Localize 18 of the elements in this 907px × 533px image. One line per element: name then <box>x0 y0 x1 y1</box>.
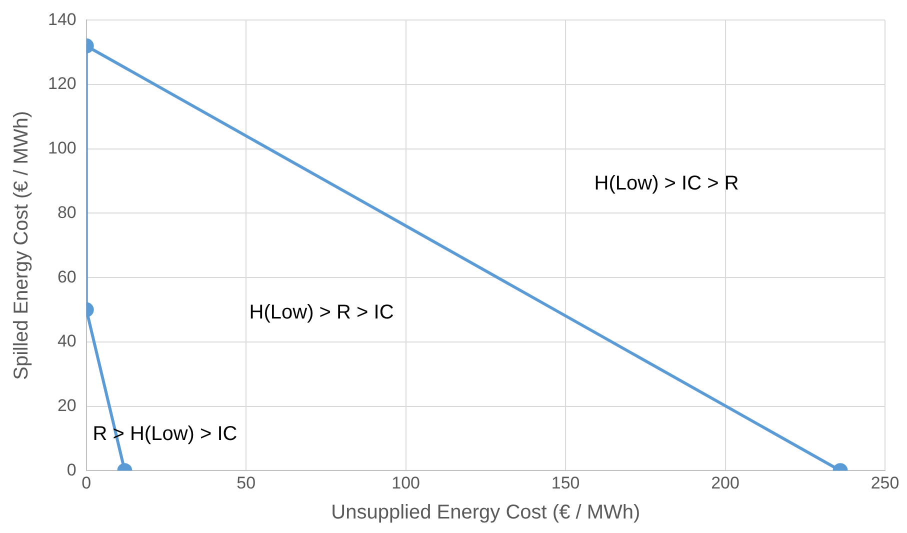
x-axis-title: Unsupplied Energy Cost (€ / MWh) <box>331 502 640 524</box>
y-tick-label: 20 <box>57 396 76 415</box>
y-tick-label: 80 <box>57 202 76 222</box>
annotation: H(Low) > R > IC <box>249 301 394 324</box>
y-tick-label: 120 <box>48 74 76 94</box>
annotation: H(Low) > IC > R <box>594 172 739 195</box>
x-tick-label: 0 <box>82 473 92 492</box>
x-tick-label: 200 <box>711 473 740 492</box>
y-axis-title: Spilled Energy Cost (€ / MWh) <box>10 110 33 380</box>
y-tick-label: 60 <box>57 267 76 286</box>
y-tick-label: 140 <box>48 10 76 29</box>
y-tick-label: 100 <box>48 138 76 158</box>
y-tick-label: 0 <box>66 460 76 480</box>
x-tick-label: 150 <box>551 473 580 492</box>
x-tick-label: 250 <box>870 473 900 492</box>
x-tick-label: 100 <box>392 473 420 492</box>
y-tick-label: 40 <box>57 332 76 351</box>
x-tick-label: 50 <box>236 473 256 492</box>
